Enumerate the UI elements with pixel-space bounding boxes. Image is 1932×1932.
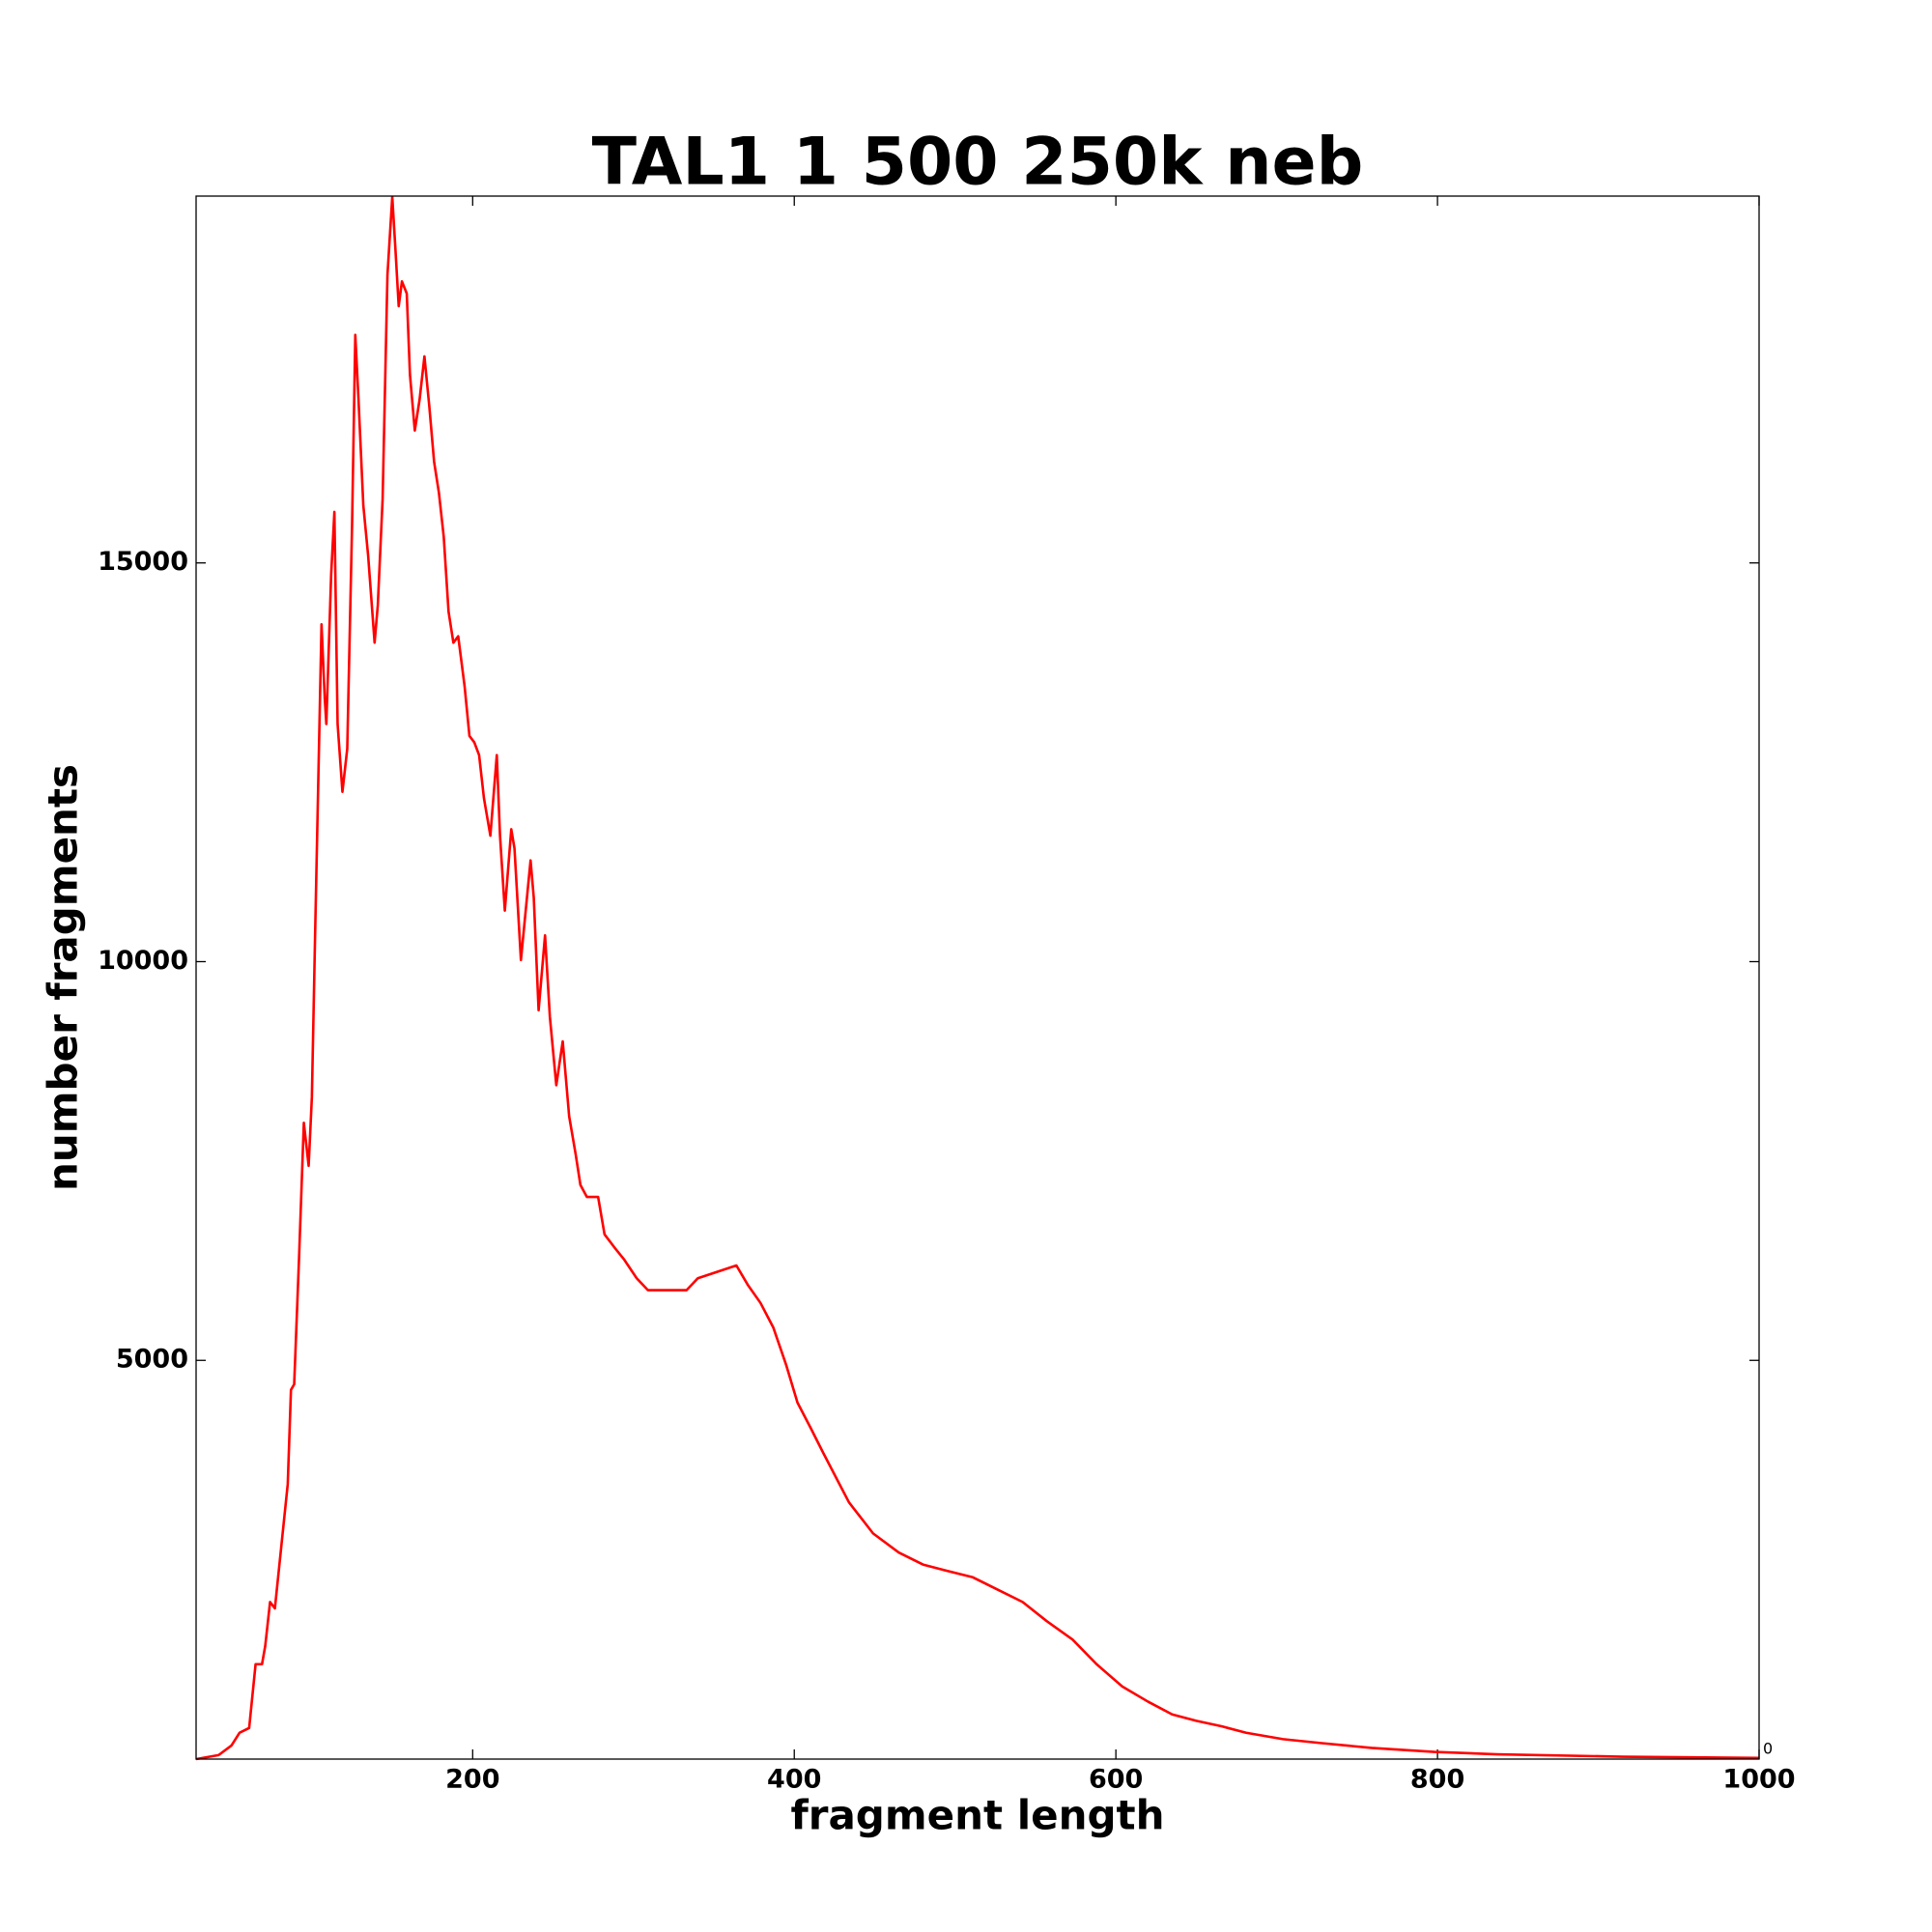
x-tick-label: 800 [1410, 1765, 1464, 1795]
x-tick-label: 200 [445, 1765, 499, 1795]
y-tick-label: 10000 [98, 946, 188, 976]
plot-frame [195, 195, 1760, 1760]
x-tick-label: 400 [767, 1765, 821, 1795]
y-tick-label: 5000 [116, 1345, 188, 1375]
x-axis-label: fragment length [790, 1792, 1164, 1839]
data-line [195, 195, 1760, 1761]
x-tick-label: 1000 [1722, 1765, 1795, 1795]
y-axis-label: number fragments [40, 764, 87, 1191]
chart-title: TAL1 1 500 250k neb [592, 125, 1364, 201]
y2-tick-label: 0 [1763, 1740, 1773, 1758]
x-tick-label: 600 [1089, 1765, 1143, 1795]
y-tick-label: 15000 [98, 547, 188, 577]
